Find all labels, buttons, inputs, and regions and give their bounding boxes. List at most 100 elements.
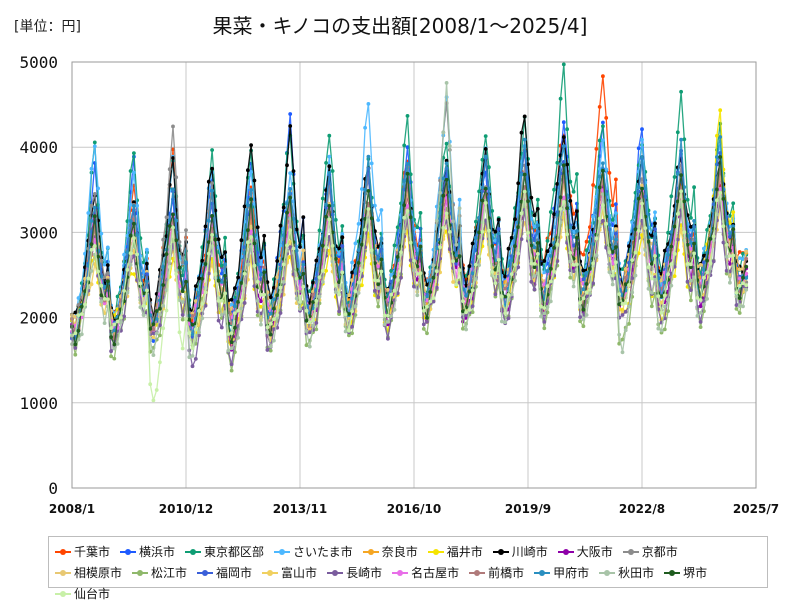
data-point: [265, 330, 270, 335]
data-point: [555, 160, 560, 165]
data-point: [340, 224, 345, 228]
data-point: [210, 214, 215, 218]
data-point: [242, 204, 247, 209]
data-point: [200, 316, 205, 321]
data-point: [102, 285, 107, 289]
data-point: [392, 288, 397, 293]
data-point: [392, 307, 397, 312]
legend-label: 福井市: [446, 545, 483, 559]
data-point: [99, 293, 104, 298]
data-point: [184, 260, 188, 265]
data-point: [281, 233, 286, 238]
data-point: [278, 311, 283, 315]
data-point: [112, 356, 117, 361]
x-tick-label: 2022/8: [619, 502, 665, 516]
x-tick-label: 2013/11: [273, 502, 327, 516]
data-point: [278, 285, 283, 290]
data-point: [386, 313, 390, 318]
data-point: [718, 135, 723, 139]
legend-item: さいたま市: [274, 541, 353, 562]
data-point: [737, 304, 742, 308]
data-point: [649, 290, 654, 295]
data-point: [356, 248, 361, 253]
data-point: [666, 230, 670, 235]
data-point: [744, 276, 749, 280]
legend-swatch: [557, 547, 574, 557]
data-point: [721, 197, 726, 201]
data-point: [184, 317, 188, 321]
data-point: [99, 299, 104, 304]
data-point: [731, 227, 736, 232]
data-point: [464, 327, 468, 332]
data-point: [675, 212, 680, 216]
data-point: [125, 250, 130, 255]
data-point: [685, 279, 690, 284]
data-point: [607, 171, 612, 175]
data-point: [418, 244, 423, 249]
data-point: [376, 218, 381, 222]
data-point: [294, 248, 299, 253]
data-point: [379, 236, 384, 241]
data-point: [653, 210, 657, 215]
data-point: [314, 321, 319, 325]
legend-label: 仙台市: [74, 587, 111, 601]
data-point: [545, 249, 550, 254]
y-tick-label: 2000: [19, 309, 58, 328]
data-point: [594, 208, 599, 212]
data-point: [366, 189, 371, 193]
data-point: [454, 242, 459, 247]
data-point: [526, 230, 530, 235]
data-point: [575, 229, 579, 233]
legend-item: 京都市: [622, 541, 678, 562]
data-point: [219, 325, 224, 330]
data-point: [744, 249, 749, 254]
data-point: [480, 229, 485, 234]
data-point: [92, 192, 97, 196]
data-point: [314, 298, 319, 303]
data-point: [457, 268, 462, 273]
data-point: [692, 241, 696, 246]
data-point: [275, 293, 280, 298]
data-point: [399, 275, 403, 280]
data-point: [154, 309, 159, 313]
data-point: [685, 262, 690, 266]
data-point: [662, 304, 667, 309]
data-point: [715, 198, 719, 203]
data-point: [259, 293, 263, 297]
data-point: [591, 242, 595, 246]
data-point: [275, 259, 280, 263]
data-point: [561, 135, 566, 140]
data-point: [415, 293, 420, 298]
data-point: [272, 338, 276, 343]
data-point: [444, 211, 449, 216]
data-point: [666, 252, 670, 257]
data-point: [464, 316, 468, 320]
data-point: [496, 227, 501, 231]
data-point: [86, 211, 91, 215]
data-point: [259, 304, 263, 309]
data-point: [535, 252, 540, 256]
data-point: [601, 161, 605, 166]
data-point: [584, 282, 589, 286]
data-point: [337, 246, 341, 251]
data-point: [311, 323, 315, 328]
data-point: [408, 215, 413, 220]
data-point: [662, 280, 667, 285]
data-point: [535, 207, 540, 211]
data-point: [630, 220, 635, 225]
data-point: [438, 211, 442, 216]
data-point: [317, 252, 322, 257]
data-point: [229, 297, 234, 302]
data-point: [304, 318, 309, 323]
data-point: [571, 243, 576, 248]
data-point: [288, 187, 293, 191]
data-point: [506, 293, 511, 297]
data-point: [219, 263, 224, 268]
data-point: [333, 257, 338, 261]
data-point: [542, 259, 547, 263]
data-point: [679, 89, 683, 94]
data-point: [373, 278, 377, 282]
data-point: [203, 224, 208, 229]
data-point: [376, 244, 381, 249]
data-point: [249, 143, 254, 148]
